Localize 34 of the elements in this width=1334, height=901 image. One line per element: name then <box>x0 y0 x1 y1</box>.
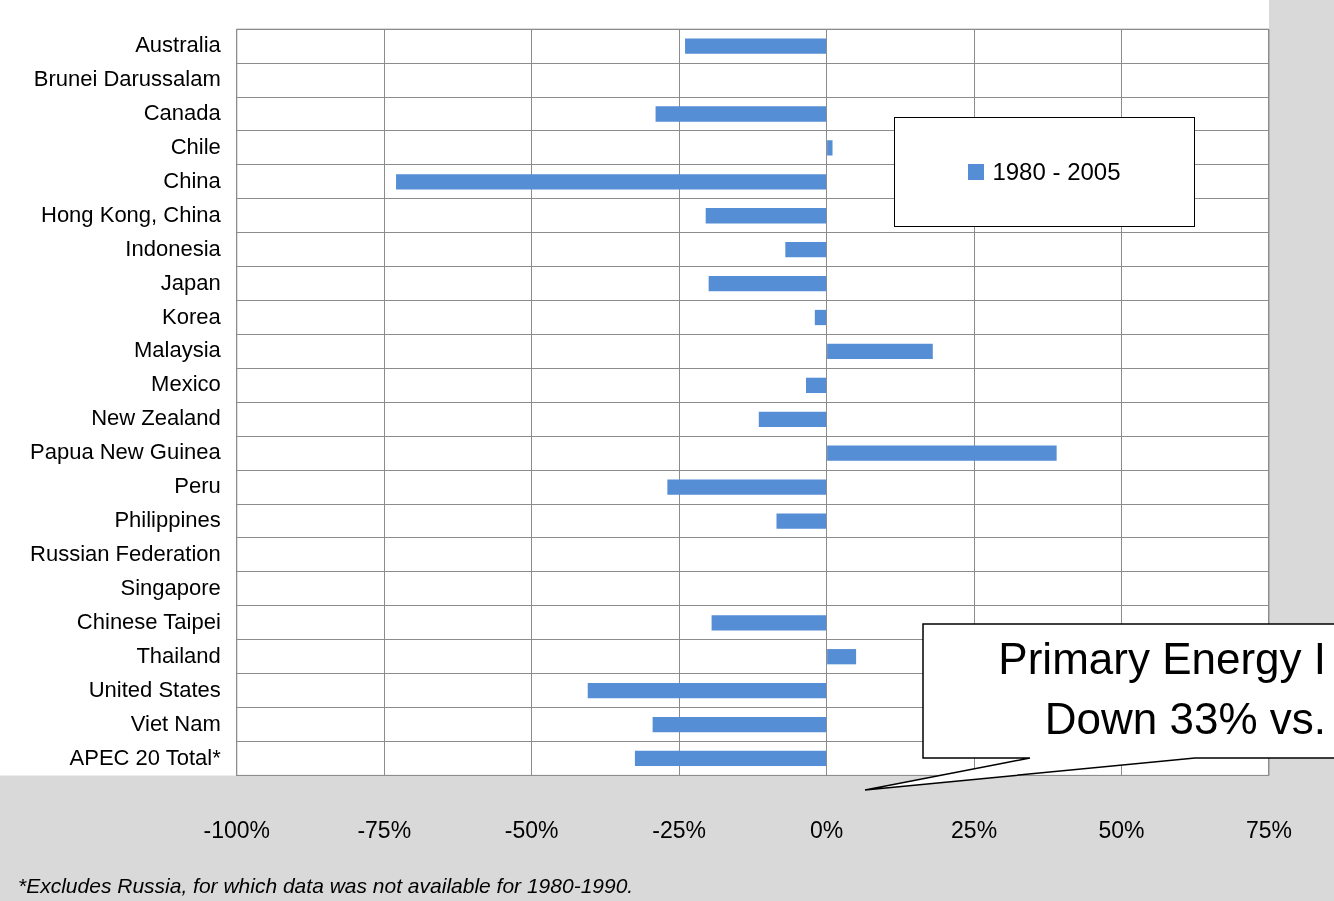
x-tick-label: 0% <box>809 816 844 843</box>
x-tick-label: -100% <box>203 816 271 843</box>
y-tick-label: Australia <box>135 32 222 58</box>
y-tick-label: Canada <box>143 100 222 126</box>
y-tick-label: New Zealand <box>91 405 221 431</box>
y-tick-label: Indonesia <box>125 235 222 261</box>
y-tick-label: Brunei Darussalam <box>33 66 221 92</box>
y-tick-label: Thailand <box>136 642 221 668</box>
y-tick-label: Hong Kong, China <box>41 201 222 227</box>
x-tick-label: -25% <box>652 816 707 843</box>
y-tick-label: APEC 20 Total* <box>69 744 222 770</box>
x-tick-label: -50% <box>504 816 559 843</box>
y-tick-label: China <box>163 167 222 193</box>
x-tick-label: 75% <box>1245 816 1293 843</box>
x-tick-label: -75% <box>357 816 412 843</box>
annotation: Primary Energy I Down 33% vs. <box>998 634 1326 744</box>
legend-label: 1980 - 2005 <box>992 158 1121 187</box>
x-tick-label: 50% <box>1098 816 1145 843</box>
y-tick-label: Papua New Guinea <box>30 439 222 465</box>
y-tick-label: Singapore <box>120 574 221 600</box>
y-tick-label: Chinese Taipei <box>76 608 221 634</box>
y-tick-label: Malaysia <box>133 337 222 363</box>
y-tick-label: Chile <box>170 133 221 159</box>
y-tick-label: Viet Nam <box>130 710 221 736</box>
y-tick-label: United States <box>88 676 221 702</box>
y-tick-label: Japan <box>160 269 221 295</box>
y-tick-label: Korea <box>162 303 222 329</box>
y-tick-label: Russian Federation <box>30 540 221 566</box>
y-tick-label: Peru <box>174 473 221 499</box>
x-tick-label: 25% <box>951 816 998 843</box>
y-tick-label: Mexico <box>151 371 221 397</box>
y-tick-label: Philippines <box>114 507 221 533</box>
text: *Excludes Russia, for which data was not available for 1980-1990. <box>18 874 634 897</box>
legend-box: 1980 - 2005 <box>893 117 1195 228</box>
